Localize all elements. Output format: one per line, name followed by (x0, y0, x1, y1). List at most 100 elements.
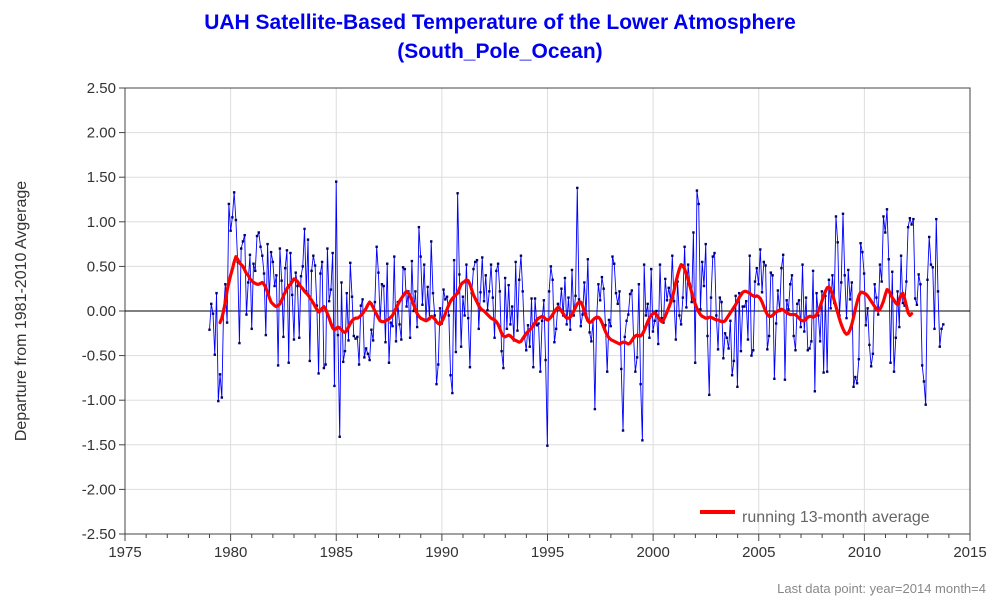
monthly-point (500, 349, 503, 353)
monthly-point (482, 299, 486, 303)
y-tick-label: -0.50 (82, 348, 116, 365)
monthly-point (547, 290, 551, 293)
monthly-point (412, 309, 415, 313)
y-tick-label: -1.50 (82, 437, 116, 454)
monthly-point (878, 263, 882, 266)
monthly-point (579, 324, 582, 328)
monthly-point (419, 255, 422, 258)
monthly-point (215, 291, 218, 295)
monthly-point (678, 314, 681, 317)
monthly-point (884, 231, 887, 234)
monthly-point (618, 290, 621, 293)
monthly-point (905, 280, 908, 283)
monthly-point (563, 276, 567, 280)
monthly-point (704, 242, 707, 246)
monthly-point (285, 249, 289, 252)
monthly-point (861, 250, 864, 254)
monthly-point (818, 340, 822, 343)
monthly-point (655, 309, 658, 313)
monthly-point (481, 256, 484, 259)
monthly-point (942, 323, 945, 326)
monthly-point (289, 251, 292, 255)
monthly-point (357, 363, 361, 366)
monthly-point (488, 290, 491, 293)
monthly-point (648, 336, 651, 339)
monthly-point (537, 322, 540, 325)
monthly-point (929, 263, 933, 266)
monthly-point (540, 319, 544, 323)
monthly-point (917, 273, 920, 276)
monthly-point (759, 248, 762, 251)
monthly-point (398, 323, 401, 326)
monthly-point (259, 245, 262, 248)
monthly-point (868, 343, 871, 347)
monthly-point (217, 399, 220, 403)
monthly-point (732, 359, 736, 363)
monthly-point (699, 308, 702, 311)
monthly-point (665, 299, 669, 302)
monthly-point (461, 295, 465, 298)
monthly-point (834, 215, 838, 218)
monthly-point (477, 327, 480, 331)
monthly-point (208, 328, 211, 331)
monthly-point (674, 338, 678, 341)
monthly-point (711, 255, 714, 258)
monthly-point (387, 361, 391, 364)
monthly-point (885, 208, 889, 211)
monthly-point (533, 297, 537, 300)
monthly-point (866, 307, 869, 310)
monthly-point (697, 202, 700, 206)
monthly-point (634, 370, 637, 373)
monthly-point (479, 291, 482, 294)
monthly-point (475, 258, 479, 262)
monthly-point (549, 265, 553, 268)
monthly-point (333, 384, 336, 388)
monthly-point (326, 247, 329, 250)
monthly-point (269, 250, 273, 254)
monthly-point (570, 268, 574, 272)
monthly-point (430, 240, 433, 243)
monthly-point (343, 349, 347, 353)
monthly-point (776, 289, 780, 292)
monthly-point (414, 290, 417, 293)
monthly-point (924, 403, 927, 406)
monthly-point (422, 263, 426, 266)
monthly-point (583, 281, 586, 284)
monthly-point (604, 324, 607, 327)
monthly-point (507, 283, 510, 287)
monthly-point (225, 321, 229, 324)
monthly-point (275, 274, 278, 277)
monthly-point (593, 407, 597, 411)
monthly-point (312, 254, 315, 257)
monthly-point (213, 353, 216, 356)
monthly-point (725, 336, 729, 339)
monthly-point (901, 301, 905, 305)
monthly-point (415, 325, 419, 329)
monthly-point (730, 374, 734, 377)
monthly-point (426, 285, 429, 289)
monthly-point (484, 274, 487, 277)
monthly-point (722, 357, 725, 360)
monthly-point (535, 324, 539, 327)
monthly-point (855, 382, 859, 385)
monthly-point (252, 262, 255, 265)
monthly-point (825, 370, 829, 373)
monthly-point (255, 234, 259, 238)
monthly-point (438, 307, 442, 310)
x-tick-label: 1990 (425, 544, 458, 561)
monthly-point (377, 271, 380, 274)
x-axis: 1975 1980 1985 1990 1995 2000 2005 2010 2015 (108, 534, 987, 561)
monthly-point (394, 340, 398, 343)
monthly-point (794, 349, 797, 352)
monthly-point (774, 322, 778, 325)
monthly-point (899, 254, 903, 257)
monthly-point (514, 260, 517, 264)
monthly-point (359, 304, 363, 307)
monthly-point (701, 260, 704, 264)
monthly-point (718, 296, 722, 299)
monthly-point (373, 300, 377, 304)
monthly-point (780, 266, 783, 270)
monthly-point (546, 444, 549, 447)
monthly-point (400, 338, 403, 341)
